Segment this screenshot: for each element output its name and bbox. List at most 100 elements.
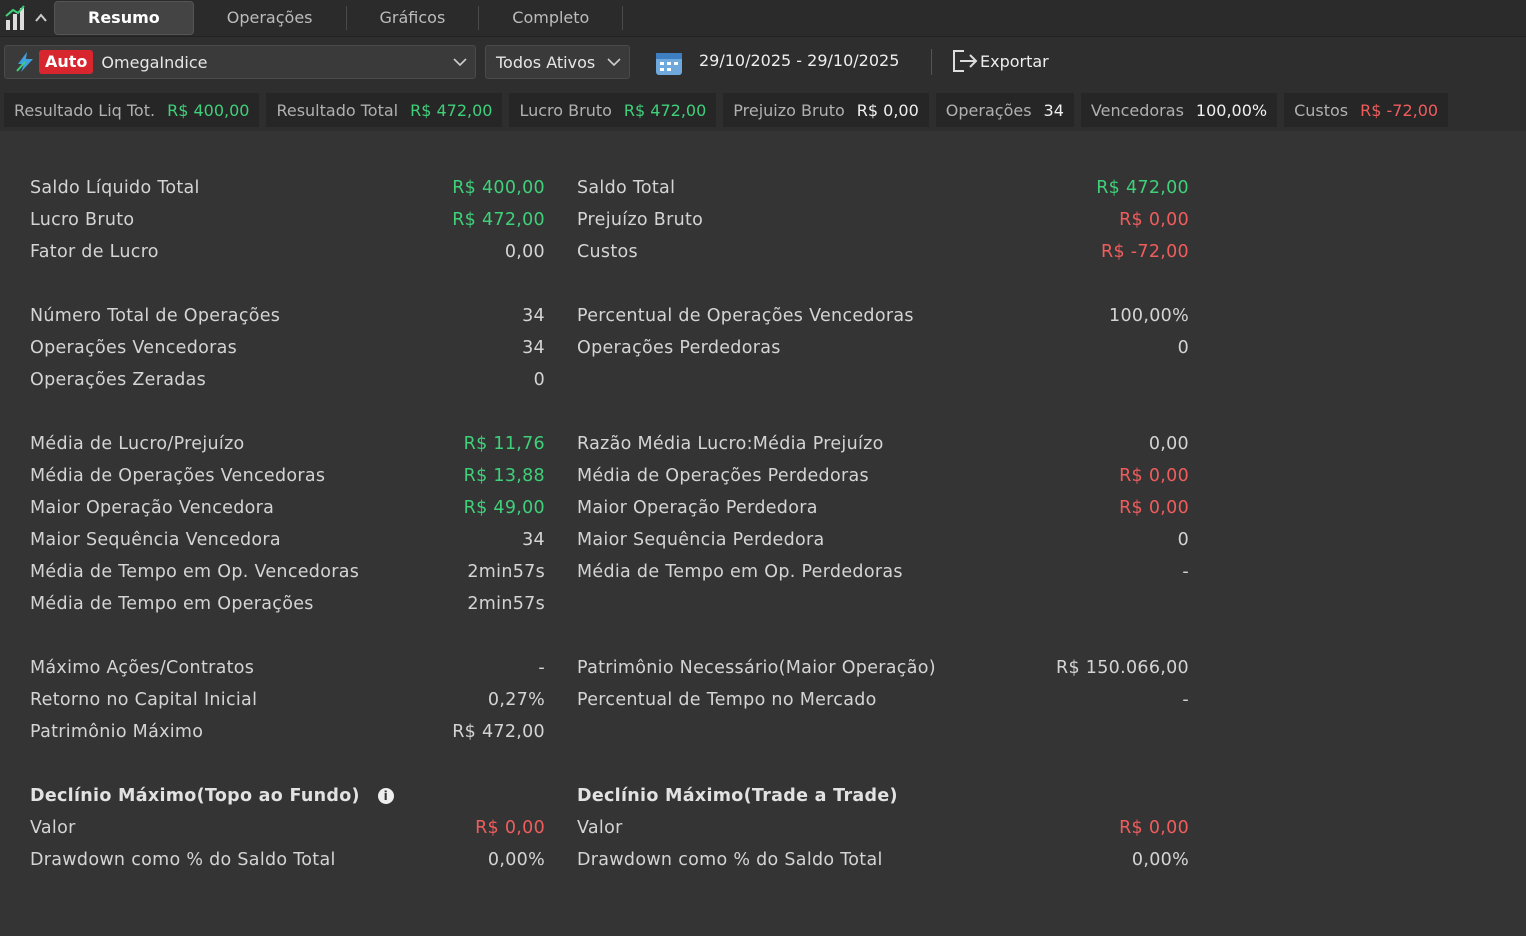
stats-bar: Resultado Liq Tot. R$ 400,00 Resultado Tot… xyxy=(0,89,1526,131)
tab-bar: Resumo Operações Gráficos Completo xyxy=(0,0,1526,37)
metric-value: - xyxy=(1182,690,1189,710)
metric-value: R$ 11,76 xyxy=(463,434,545,454)
strategy-icon xyxy=(16,52,33,72)
spacer xyxy=(1047,364,1189,396)
metric-value: 34 xyxy=(522,338,545,358)
metric-label: Patrimônio Máximo xyxy=(30,722,204,742)
strategy-name: OmegaIndice xyxy=(101,52,208,72)
metric-value: R$ 0,00 xyxy=(1119,498,1189,518)
spacer xyxy=(545,236,577,268)
metric-label: Número Total de Operações xyxy=(30,306,281,326)
tab[interactable]: Completo xyxy=(479,6,624,30)
metric-value: R$ 0,00 xyxy=(1119,466,1189,486)
metric-label: Valor xyxy=(577,818,623,838)
separator xyxy=(931,49,932,75)
info-icon[interactable]: i xyxy=(377,788,394,804)
stat-label: Custos xyxy=(1294,100,1349,120)
metric-value: R$ 13,88 xyxy=(463,466,545,486)
metric-value: R$ 0,00 xyxy=(475,818,545,838)
spacer xyxy=(545,684,577,716)
spacer xyxy=(545,780,577,812)
metric-label: Média de Operações Vencedoras xyxy=(30,466,326,486)
metric-value: 0 xyxy=(1177,338,1189,358)
metric-value: 0 xyxy=(1177,530,1189,550)
spacer xyxy=(545,332,577,364)
metric-label: Percentual de Operações Vencedoras xyxy=(577,306,914,326)
spacer xyxy=(545,812,577,844)
metric-value: 34 xyxy=(522,306,545,326)
metric-value: 2min57s xyxy=(467,594,545,614)
metric-value: - xyxy=(1182,562,1189,582)
metric-value: 0 xyxy=(533,370,545,390)
metric-label: Saldo Total xyxy=(577,178,676,198)
section: Saldo Líquido Total R$ 400,00 Saldo Total R… xyxy=(30,172,1189,268)
section: Máximo Ações/Contratos - Patrimônio Necess… xyxy=(30,652,1189,748)
metric-value: R$ 472,00 xyxy=(1096,178,1189,198)
spacer xyxy=(545,460,577,492)
metric-label: Saldo Líquido Total xyxy=(30,178,200,198)
metric-label: Média de Operações Perdedoras xyxy=(577,466,869,486)
metric-value: - xyxy=(538,658,545,678)
tab[interactable]: Gráficos xyxy=(347,6,480,30)
stat-item: Vencedoras 100,00% xyxy=(1080,93,1278,127)
section: Média de Lucro/Prejuízo R$ 11,76 Razão Méd… xyxy=(30,428,1189,620)
spacer xyxy=(545,364,577,396)
export-label: Exportar xyxy=(980,51,1049,71)
metric-label: Média de Lucro/Prejuízo xyxy=(30,434,245,454)
export-button[interactable]: Exportar xyxy=(950,47,1049,75)
metric-label: Razão Média Lucro:Média Prejuízo xyxy=(577,434,884,454)
metric-label: Lucro Bruto xyxy=(30,210,135,230)
summary: Saldo Líquido Total R$ 400,00 Saldo Total R… xyxy=(30,172,1189,908)
spacer xyxy=(1047,588,1189,620)
strategy-select[interactable]: Auto OmegaIndice xyxy=(4,45,476,79)
stat-label: Resultado Liq Tot. xyxy=(14,100,156,120)
metric-value: R$ 0,00 xyxy=(1119,210,1189,230)
spacer xyxy=(545,300,577,332)
metric-label: Operações Vencedoras xyxy=(30,338,238,358)
metric-label: Drawdown como % do Saldo Total xyxy=(577,850,883,870)
section: Número Total de Operações 34 Percentual de… xyxy=(30,300,1189,396)
spacer xyxy=(577,364,1047,396)
metric-label: Fator de Lucro xyxy=(30,242,159,262)
stat-label: Resultado Total xyxy=(276,100,399,120)
metric-value: R$ 472,00 xyxy=(452,722,545,742)
stat-value: R$ 400,00 xyxy=(167,100,250,120)
metric-value: R$ 49,00 xyxy=(463,498,545,518)
metric-value: R$ 0,00 xyxy=(1119,818,1189,838)
stat-item: Prejuizo Bruto R$ 0,00 xyxy=(723,93,929,127)
spacer xyxy=(1047,716,1189,748)
metric-value: R$ 150.066,00 xyxy=(1056,658,1189,678)
section-title: Declínio Máximo(Topo ao Fundo) i xyxy=(30,780,400,812)
assets-select[interactable]: Todos Ativos xyxy=(485,45,630,79)
export-icon xyxy=(953,50,978,72)
metric-value: 0,00 xyxy=(504,242,545,262)
metric-value: 100,00% xyxy=(1109,306,1189,326)
section-title: Declínio Máximo(Trade a Trade) xyxy=(577,786,898,806)
stat-label: Vencedoras xyxy=(1090,100,1184,120)
calendar-icon[interactable] xyxy=(655,49,683,77)
spacer xyxy=(577,588,1047,620)
metric-value: 0,00 xyxy=(1148,434,1189,454)
section: Declínio Máximo(Topo ao Fundo) i Declínio … xyxy=(30,780,1189,876)
stat-value: R$ 472,00 xyxy=(623,100,707,120)
metric-value: 0,00% xyxy=(487,850,545,870)
metric-value: 0,27% xyxy=(487,690,545,710)
metric-label: Maior Sequência Perdedora xyxy=(577,530,825,550)
metric-label: Percentual de Tempo no Mercado xyxy=(577,690,877,710)
metric-value: R$ 472,00 xyxy=(452,210,545,230)
metric-label: Valor xyxy=(30,818,76,838)
stat-value: 100,00% xyxy=(1195,100,1268,120)
assets-label: Todos Ativos xyxy=(496,52,596,72)
date-range[interactable]: 29/10/2025 - 29/10/2025 xyxy=(699,51,900,70)
tab[interactable]: Operações xyxy=(194,6,347,30)
metric-label: Média de Tempo em Op. Perdedoras xyxy=(577,562,903,582)
spacer xyxy=(545,204,577,236)
metric-value: R$ -72,00 xyxy=(1101,242,1189,262)
metric-value: 34 xyxy=(522,530,545,550)
metric-label: Máximo Ações/Contratos xyxy=(30,658,255,678)
tab[interactable]: Resumo xyxy=(54,1,194,35)
metric-label: Retorno no Capital Inicial xyxy=(30,690,258,710)
stat-label: Lucro Bruto xyxy=(519,100,612,120)
spacer xyxy=(545,588,577,620)
app-icon[interactable] xyxy=(4,4,52,32)
